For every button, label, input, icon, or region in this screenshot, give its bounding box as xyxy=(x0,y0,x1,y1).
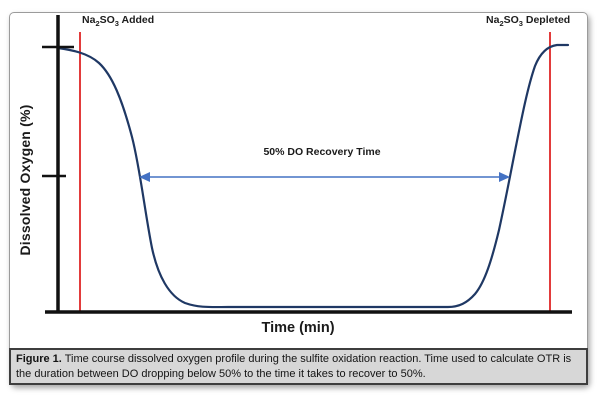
na2so3-added-label: Na2SO3 Added xyxy=(82,14,154,28)
y-axis-label: Dissolved Oxygen (%) xyxy=(17,104,33,256)
figure-caption: Figure 1. Time course dissolved oxygen p… xyxy=(9,348,588,385)
added-label-suffix: Added xyxy=(118,14,155,26)
chart-plot-area xyxy=(9,12,588,348)
x-axis-label: Time (min) xyxy=(261,320,335,336)
added-label-text: Na xyxy=(82,14,96,26)
depleted-label-sub3: 3 xyxy=(518,19,523,29)
caption-text: Time course dissolved oxygen profile dur… xyxy=(16,353,572,380)
recovery-time-label: 50% DO Recovery Time xyxy=(263,146,381,158)
depleted-label-text: Na xyxy=(486,14,500,26)
na2so3-depleted-label: Na2SO3 Depleted xyxy=(486,14,570,28)
added-label-so: SO xyxy=(99,14,115,26)
added-label-sub2: 2 xyxy=(95,19,100,29)
added-label-sub3: 3 xyxy=(114,19,119,29)
depleted-label-so: SO xyxy=(503,14,519,26)
caption-figure-number: Figure 1. xyxy=(16,353,62,365)
depleted-label-sub2: 2 xyxy=(499,19,504,29)
depleted-label-suffix: Depleted xyxy=(522,14,571,26)
